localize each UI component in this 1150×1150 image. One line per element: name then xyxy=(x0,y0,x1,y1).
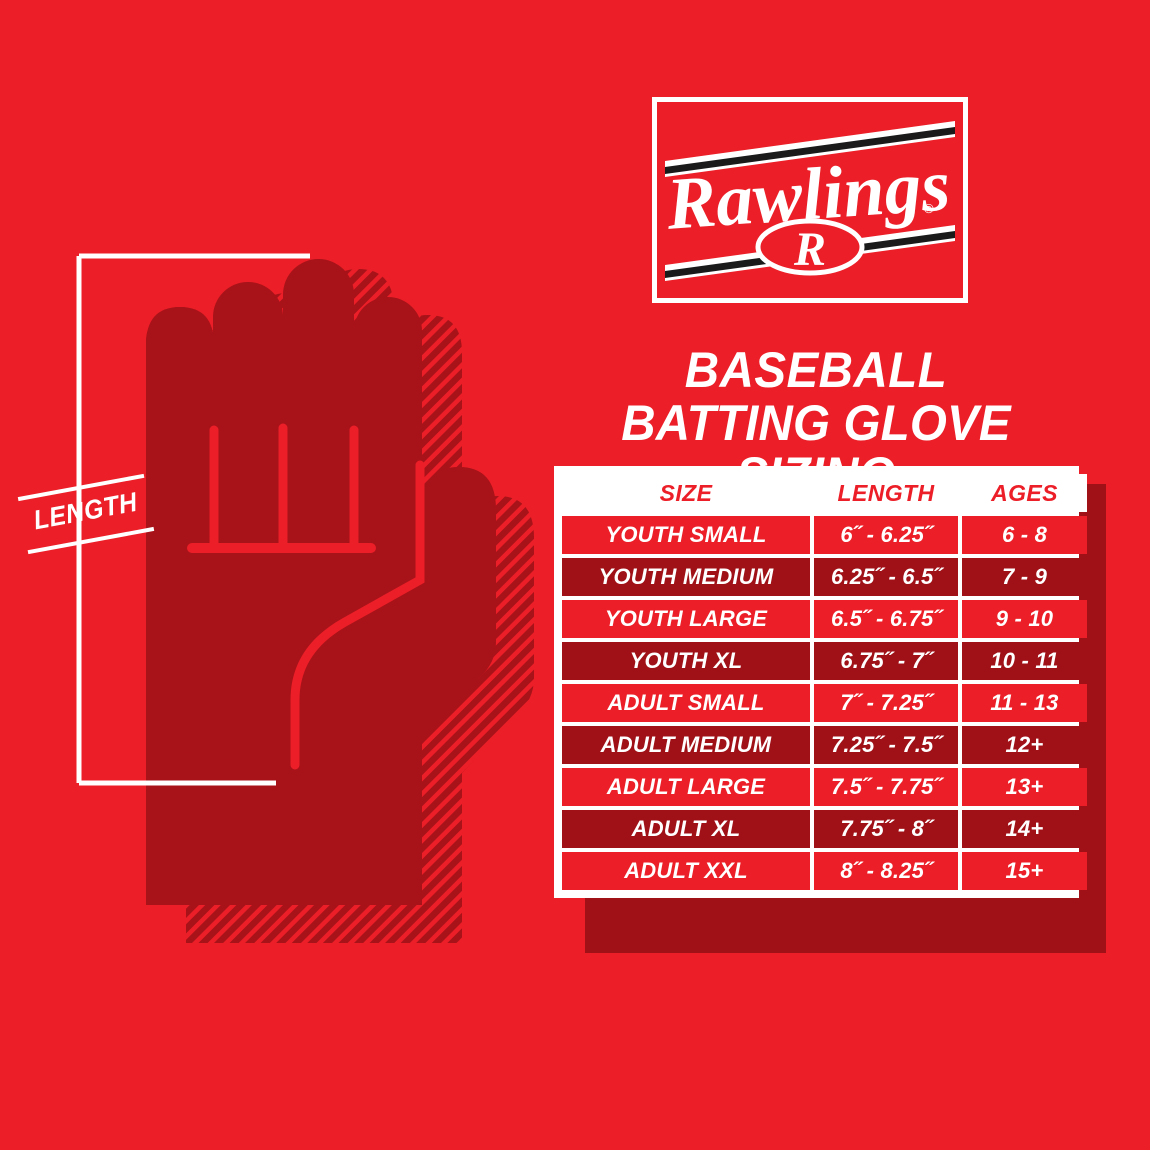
cell-length: 7.5˝ - 7.75˝ xyxy=(814,768,958,806)
cell-ages: 14+ xyxy=(962,810,1087,848)
length-measurement-bracket xyxy=(76,253,310,786)
cell-size: ADULT LARGE xyxy=(562,768,810,806)
cell-length: 6.75˝ - 7˝ xyxy=(814,642,958,680)
table-row: ADULT MEDIUM 7.25˝ - 7.5˝ 12+ xyxy=(562,726,1087,764)
logo-r-monogram: R xyxy=(755,218,865,276)
table-row: ADULT SMALL 7˝ - 7.25˝ 11 - 13 xyxy=(562,684,1087,722)
cell-ages: 12+ xyxy=(962,726,1087,764)
cell-size: ADULT XXL xyxy=(562,852,810,890)
cell-size: YOUTH MEDIUM xyxy=(562,558,810,596)
thumb-groove xyxy=(290,460,425,770)
cell-ages: 15+ xyxy=(962,852,1087,890)
cell-length: 7.25˝ - 7.5˝ xyxy=(814,726,958,764)
column-header-size: SIZE xyxy=(562,474,810,512)
cell-size: YOUTH SMALL xyxy=(562,516,810,554)
cell-size: YOUTH LARGE xyxy=(562,600,810,638)
table-header-row: SIZE LENGTH AGES xyxy=(562,474,1087,512)
cell-size: ADULT XL xyxy=(562,810,810,848)
table-row: ADULT LARGE 7.5˝ - 7.75˝ 13+ xyxy=(562,768,1087,806)
cell-length: 6.5˝ - 6.75˝ xyxy=(814,600,958,638)
column-header-ages: AGES xyxy=(962,474,1087,512)
cell-size: YOUTH XL xyxy=(562,642,810,680)
cell-ages: 9 - 10 xyxy=(962,600,1087,638)
finger-separator-lines xyxy=(209,423,359,550)
cell-size: ADULT MEDIUM xyxy=(562,726,810,764)
column-header-length: LENGTH xyxy=(814,474,958,512)
cell-ages: 10 - 11 xyxy=(962,642,1087,680)
table-row: YOUTH XL 6.75˝ - 7˝ 10 - 11 xyxy=(562,642,1087,680)
rawlings-logo: Rawlings ® R xyxy=(652,97,968,303)
cell-length: 6˝ - 6.25˝ xyxy=(814,516,958,554)
sizing-table: SIZE LENGTH AGES YOUTH SMALL 6˝ - 6.25˝ 6 … xyxy=(558,470,1091,894)
logo-monogram-text: R xyxy=(793,223,826,276)
table-row: ADULT XL 7.75˝ - 8˝ 14+ xyxy=(562,810,1087,848)
cell-length: 7.75˝ - 8˝ xyxy=(814,810,958,848)
hand-diagram xyxy=(0,0,540,1000)
cell-ages: 7 - 9 xyxy=(962,558,1087,596)
table-row: YOUTH MEDIUM 6.25˝ - 6.5˝ 7 - 9 xyxy=(562,558,1087,596)
cell-length: 6.25˝ - 6.5˝ xyxy=(814,558,958,596)
cell-ages: 6 - 8 xyxy=(962,516,1087,554)
cell-ages: 13+ xyxy=(962,768,1087,806)
title-line-1: BASEBALL xyxy=(684,342,948,398)
registered-trademark-icon: ® xyxy=(924,201,934,216)
cell-size: ADULT SMALL xyxy=(562,684,810,722)
cell-length: 7˝ - 7.25˝ xyxy=(814,684,958,722)
table-row: YOUTH SMALL 6˝ - 6.25˝ 6 - 8 xyxy=(562,516,1087,554)
table-row: YOUTH LARGE 6.5˝ - 6.75˝ 9 - 10 xyxy=(562,600,1087,638)
cell-length: 8˝ - 8.25˝ xyxy=(814,852,958,890)
cell-ages: 11 - 13 xyxy=(962,684,1087,722)
table-row: ADULT XXL 8˝ - 8.25˝ 15+ xyxy=(562,852,1087,890)
sizing-table-frame: SIZE LENGTH AGES YOUTH SMALL 6˝ - 6.25˝ 6 … xyxy=(554,466,1087,898)
